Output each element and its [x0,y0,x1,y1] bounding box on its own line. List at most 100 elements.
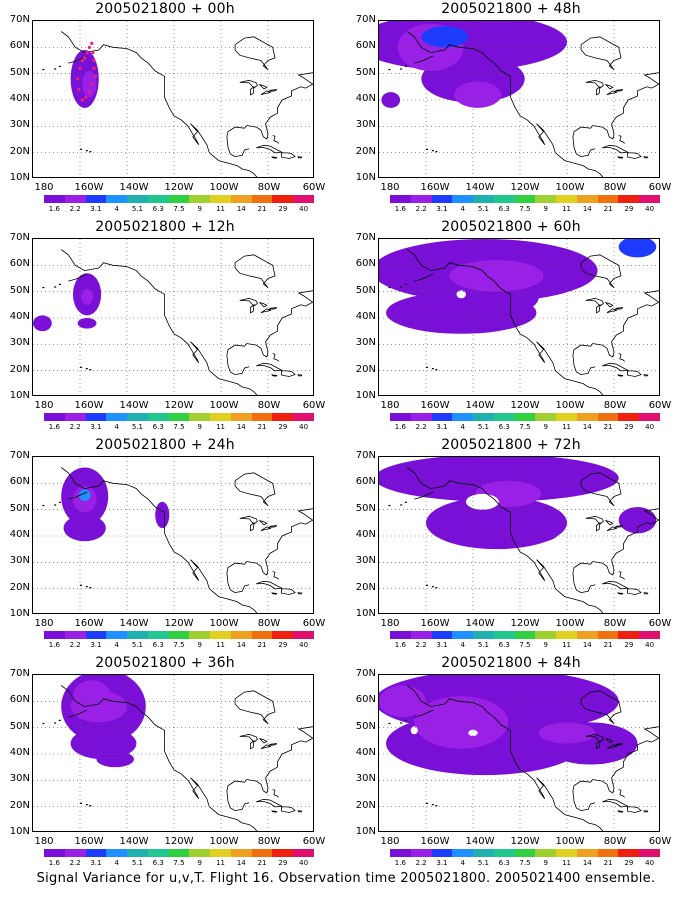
puerto-rico-outline [297,374,303,377]
map-svg [379,457,659,613]
jamaica-outline [617,810,624,813]
latitude-label: 60N [355,258,376,270]
map-panel: 2005021800 + 48h 70N 60N 50N 40N 30N 20N 10N 180… [346,0,676,213]
coastline-atlantic [572,72,659,158]
colorbar-labels: 1.6 2.2 3.1 4 5.1 6.3 7.5 9 11 14 21 29 40 [44,423,314,432]
great-lake-outline [260,90,272,96]
colorbar-segment [272,413,294,421]
latitude-label: 70N [355,232,376,243]
longitude-label: 100W [209,618,239,629]
colorbar-segment [210,195,231,203]
colorbar-segment [230,195,252,203]
latitude-label: 50N [9,720,30,732]
colorbar-label: 40 [645,423,655,431]
latitude-label: 50N [355,284,376,296]
colorbar-label: 11 [216,205,225,213]
colorbar-label: 6.3 [152,859,164,867]
map-panel: 2005021800 + 24h 70N 60N 50N 40N 30N 20N 10N 180… [0,436,330,649]
puerto-rico-outline [643,810,649,813]
variance-contour [449,260,544,292]
longitude-label: 120W [164,400,194,411]
great-lake-outline [260,526,272,532]
colorbar-segment [410,195,432,203]
puerto-rico-outline [297,810,303,813]
observation-point [92,58,96,63]
colorbar-label: 5.1 [477,641,490,649]
observation-point [90,82,94,86]
colorbar-label: 6.3 [498,641,510,649]
hispaniola-outline [627,806,642,813]
longitude-label: 100W [209,836,239,847]
latitude-label: 20N [355,799,376,811]
hispaniola-outline [627,370,642,377]
colorbar-label: 1.6 [394,641,406,649]
variance-gap [456,290,466,299]
coastline-pacific [60,685,258,831]
colorbar-label: 4 [460,423,465,431]
observation-point [83,56,87,60]
longitude-label: 180 [380,182,400,193]
island-mark [85,586,88,588]
island-mark [388,722,391,725]
figure-caption: Signal Variance for u,v,T. Flight 16. Ob… [36,871,656,886]
colorbar-segment [210,631,231,639]
colorbar-segment [390,195,411,203]
colorbar-label: 7.5 [173,423,185,431]
colorbar-segment [189,849,211,857]
colorbar-segment [85,195,107,203]
island-mark [89,805,92,807]
island-mark [388,286,391,289]
colorbar-label: 14 [236,423,246,431]
colorbar-segment [251,195,273,203]
hispaniola-outline [281,152,296,159]
latitude-label: 10N [355,172,376,183]
island-mark [400,286,403,288]
coastline-atlantic [572,290,659,376]
observation-point [85,51,89,55]
island-mark [89,587,92,589]
colorbar-label: 7.5 [519,859,531,867]
latitude-label: 30N [355,555,376,567]
colorbar-segment [390,413,411,421]
map-panel: 2005021800 + 12h 70N 60N 50N 40N 30N 20N 10N 180… [0,218,330,432]
great-lake-outline [604,738,614,744]
coastline-atlantic [572,726,659,812]
colorbar-segment [147,631,169,639]
alaska-peninsula-outline [414,491,434,500]
colorbar-segment [556,631,577,639]
colorbar-label: 1.6 [48,641,60,649]
colorbar-segment [618,195,640,203]
latitude-label: 30N [355,773,376,785]
map-area [378,456,660,614]
island-mark [42,286,45,289]
longitude-label: 140W [119,400,149,411]
longitude-label: 80W [257,400,281,411]
latitude-label: 20N [355,581,376,593]
colorbar-label: 7.5 [519,423,531,431]
island-mark [426,802,428,804]
colorbar-segment [251,631,273,639]
island-mark [85,150,88,152]
observation-point [90,41,94,45]
variance-contour [618,507,657,534]
colorbar-segment [576,849,598,857]
island-mark [42,68,45,71]
longitude-label: 60W [302,618,326,629]
hispaniola-outline [281,370,296,377]
colorbar-segment [597,849,619,857]
colorbar [390,631,660,639]
variance-contour [70,727,137,760]
colorbar-segment [618,413,640,421]
panel-title: 2005021800 + 60h [441,219,581,235]
variance-contour [381,92,401,108]
latitude-label: 50N [9,66,30,78]
longitude-label: 140W [465,182,495,193]
great-lake-outline [596,739,601,750]
latitude-label: 40N [355,529,376,540]
latitude-label: 20N [355,145,376,157]
colorbar-label: 14 [236,859,246,867]
colorbar-label: 40 [299,859,309,867]
colorbar-label: 29 [624,641,634,649]
colorbar-segment [64,413,86,421]
latitude-label: 40N [9,311,30,322]
